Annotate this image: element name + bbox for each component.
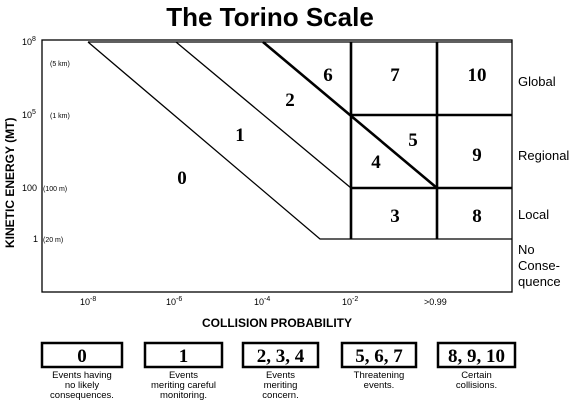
region-label: 9: [472, 145, 482, 166]
legend-caption: events.: [364, 380, 395, 391]
legend-box: [143, 341, 224, 369]
legend-levels: 2, 3, 4: [257, 346, 305, 367]
plot-frame: [41, 39, 513, 293]
y-tick: 1: [33, 234, 38, 244]
region-label: 8: [472, 206, 482, 227]
legend-caption: no likely: [65, 380, 100, 391]
x-tick: 10-6: [166, 296, 182, 307]
legend-caption: Events: [266, 370, 295, 381]
y-tick-size: (1 km): [50, 113, 70, 120]
y-axis-label: KINETIC ENERGY (MT): [3, 118, 17, 248]
region-label: 1: [235, 125, 245, 146]
x-axis-label: COLLISION PROBABILITY: [202, 316, 352, 330]
x-tick: 10-4: [254, 296, 270, 307]
region-label: 5: [408, 130, 418, 151]
region-label: 4: [371, 152, 381, 173]
legend-caption: collisions.: [456, 380, 497, 391]
zone-label: quence: [518, 274, 561, 289]
legend-caption: Certain: [461, 370, 492, 381]
boundary-line: [175, 41, 352, 189]
legend-box: [241, 341, 320, 369]
y-tick: 100: [22, 183, 37, 193]
region-label: 0: [177, 168, 187, 189]
region-label: 10: [468, 65, 487, 86]
zone-label: Regional: [518, 148, 569, 163]
legend-box: [436, 341, 517, 369]
legend-caption: Threatening: [354, 370, 405, 381]
region-label: 3: [390, 206, 400, 227]
zone-label: No: [518, 242, 535, 257]
title: The Torino Scale: [166, 2, 374, 32]
x-tick: 10-2: [342, 296, 358, 307]
region-label: 2: [285, 90, 295, 111]
y-tick: 105: [22, 109, 36, 120]
legend-caption: meriting careful: [151, 380, 216, 391]
region-label: 7: [390, 65, 400, 86]
x-tick: 10-8: [80, 296, 96, 307]
legend-caption: Events: [169, 370, 198, 381]
legend-box: [40, 341, 124, 369]
legend-levels: 1: [179, 346, 189, 367]
legend-caption: monitoring.: [160, 390, 207, 401]
y-tick-size: (20 m): [43, 237, 63, 244]
region-label: 6: [323, 65, 333, 86]
legend-levels: 8, 9, 10: [448, 346, 505, 367]
zone-label: Conse-: [518, 258, 560, 273]
legend-levels: 0: [77, 346, 87, 367]
x-tick: >0.99: [424, 297, 447, 307]
boundary-line: [87, 41, 512, 240]
y-tick: 108: [22, 36, 36, 47]
legend-levels: 5, 6, 7: [355, 346, 403, 367]
legend-caption: concern.: [262, 390, 298, 401]
zone-label: Global: [518, 74, 556, 89]
y-tick-size: (5 km): [50, 61, 70, 68]
legend-box: [340, 341, 418, 369]
y-tick-size: (100 m): [43, 186, 67, 193]
legend-caption: Events having: [52, 370, 112, 381]
zone-label: Local: [518, 207, 549, 222]
legend-caption: meriting: [264, 380, 298, 391]
legend-caption: consequences.: [50, 390, 114, 401]
